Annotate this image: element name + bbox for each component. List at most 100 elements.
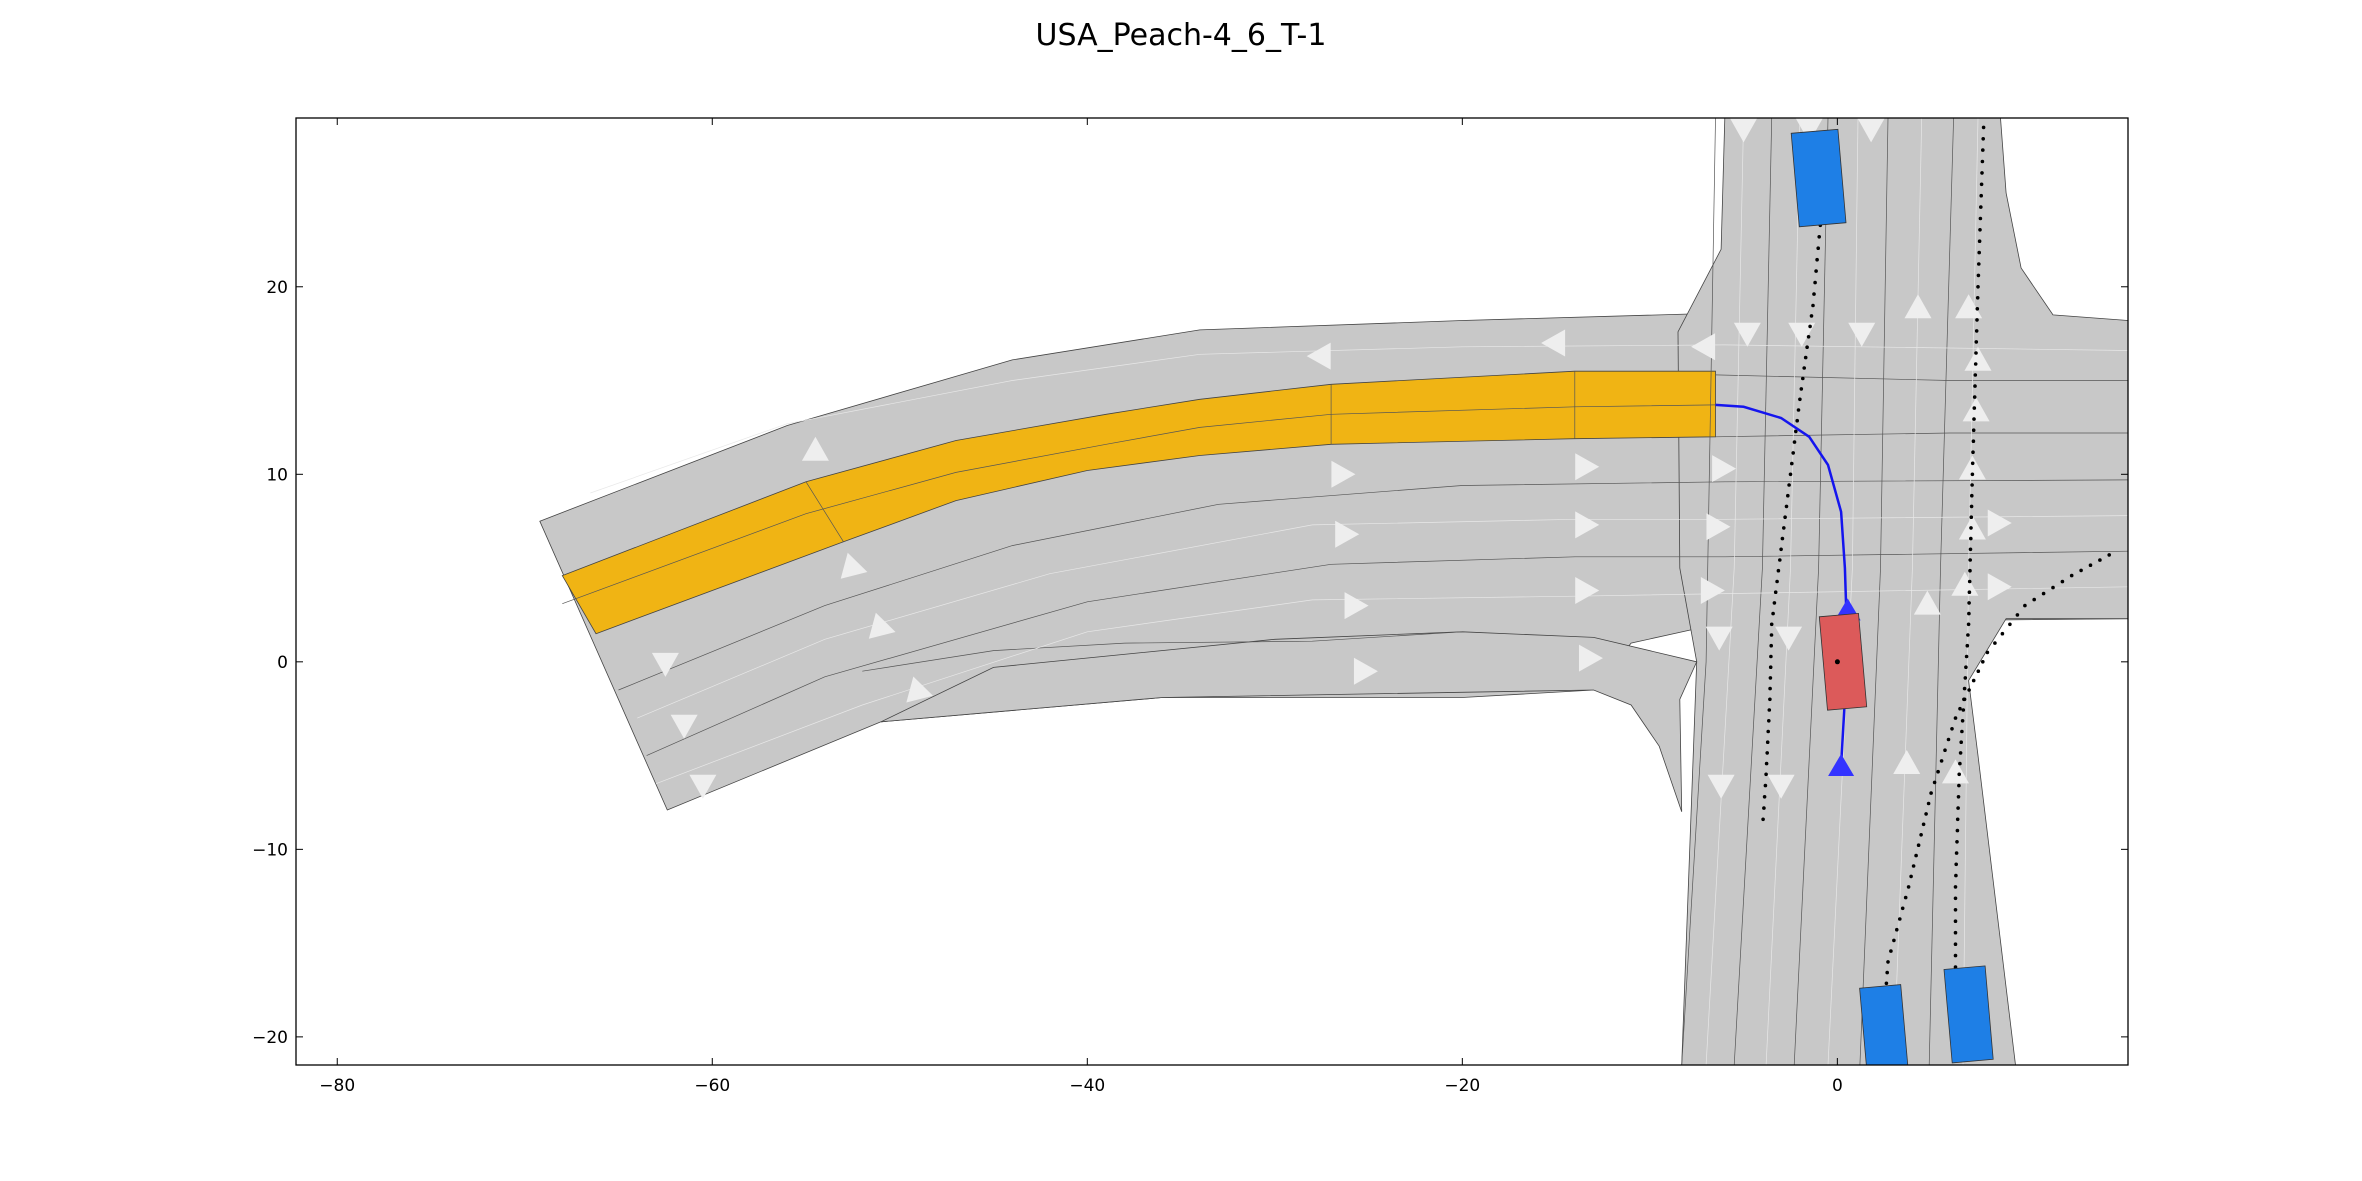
trajectory-dot: [1953, 896, 1958, 901]
trajectory-dot: [1968, 558, 1972, 562]
trajectory-dot: [1802, 366, 1806, 370]
trajectory-dot: [1772, 601, 1777, 605]
trajectory-dot: [1895, 927, 1899, 932]
lane-separator: [862, 631, 1463, 672]
dotted-paths: [1761, 125, 2111, 1028]
trajectory-dot: [1967, 601, 1971, 605]
lane-centerline: [655, 586, 2128, 785]
trajectory-dot: [2060, 579, 2065, 584]
trajectory-dot: [1814, 269, 1818, 273]
trajectory-dot: [1977, 250, 1981, 255]
trajectory-dot: [1960, 719, 1965, 723]
trajectory-dot: [1903, 895, 1908, 900]
trajectory-dot: [1956, 795, 1961, 799]
trajectory-dot: [1783, 515, 1787, 519]
trajectory-dot: [1909, 874, 1913, 879]
trajectory-dot: [1969, 526, 1973, 530]
direction-arrow: [651, 652, 679, 677]
direction-arrow: [1706, 513, 1731, 541]
trajectory-dot: [2015, 613, 2020, 617]
x-tick-label: −20: [1444, 1076, 1480, 1096]
trajectory-dot: [1979, 193, 1983, 198]
trajectory-dot: [1975, 296, 1980, 300]
trajectory-dot: [1898, 917, 1902, 921]
direction-arrow: [1331, 460, 1356, 488]
direction-arrow: [1964, 346, 1992, 371]
trajectory-dot: [1972, 395, 1977, 399]
direction-arrow: [1344, 592, 1369, 620]
ego-center-dot: [1834, 659, 1840, 665]
lane-separator: [1859, 118, 1889, 1065]
trajectory-dot: [1954, 862, 1958, 867]
trajectory-dot: [1979, 182, 1984, 187]
trajectory-dot: [2051, 585, 2055, 590]
trajectory-dot: [1808, 324, 1812, 329]
trajectory-dot: [1953, 908, 1958, 912]
trajectory-dot: [1953, 919, 1958, 923]
trajectory-dot: [1784, 504, 1789, 509]
lane-separators: [562, 118, 2128, 1065]
trajectory-dot: [1886, 960, 1890, 964]
lane-separator: [646, 550, 2128, 756]
trajectory-dot: [1967, 611, 1971, 616]
y-tick-label: 10: [266, 465, 288, 485]
road-surface-south-bay: [880, 631, 1698, 812]
trajectory-dot: [1955, 828, 1960, 833]
trajectory-dot: [1958, 751, 1963, 755]
axes-frame: [295, 117, 2129, 1066]
trajectory-dot: [1806, 335, 1811, 339]
trajectory-dot: [1776, 568, 1781, 573]
trajectory-dot: [1953, 930, 1958, 935]
trajectory-dot: [1961, 708, 1966, 712]
x-tick-label: −40: [1069, 1076, 1105, 1096]
trajectory-dot: [1978, 228, 1982, 232]
trajectory-dot: [1799, 387, 1804, 391]
trajectory-dot: [1953, 953, 1958, 958]
trajectory-dot: [1936, 769, 1940, 774]
direction-arrow: [1955, 294, 1983, 319]
trajectory-dot: [1805, 345, 1809, 350]
trajectory-dot: [1769, 643, 1773, 648]
lane-centerline: [590, 344, 2128, 494]
direction-arrow: [1575, 577, 1600, 605]
trajectory-dot: [1963, 676, 1968, 680]
direction-arrow: [1541, 329, 1566, 357]
obstacle-south: [1859, 984, 1909, 1065]
trajectory-dot: [1967, 590, 1972, 594]
trajectory-dot: [1771, 611, 1775, 616]
direction-arrow: [1987, 573, 2012, 601]
trajectory-dot: [1768, 686, 1772, 691]
trajectory-dot: [1792, 440, 1797, 444]
trajectory-dot: [1813, 280, 1817, 285]
trajectory-dot: [1778, 558, 1782, 562]
x-tick-label: 0: [1832, 1076, 1843, 1096]
trajectory-dot: [1926, 801, 1931, 806]
map-layer: [539, 118, 2128, 1065]
obstacle-north: [1790, 128, 1847, 228]
trajectory-dot: [1977, 262, 1981, 266]
trajectory-dot: [1884, 981, 1889, 986]
trajectory-dot: [1769, 633, 1774, 637]
trajectory-dot: [1803, 355, 1808, 360]
trajectory-dot: [1916, 843, 1921, 847]
trajectory-dot: [1971, 450, 1975, 455]
direction-arrow: [670, 714, 698, 739]
trajectory-dot: [1969, 515, 1974, 519]
direction-arrow: [868, 612, 896, 639]
trajectory-dot: [1924, 812, 1928, 816]
trajectory-dot: [1993, 641, 1997, 645]
direction-arrow: [906, 676, 934, 703]
trajectory-dot: [1812, 292, 1816, 296]
trajectory-dot: [1972, 417, 1976, 421]
trajectory-dot: [1970, 493, 1974, 498]
trajectory-dot: [1953, 716, 1958, 720]
lane-centerline: [1893, 118, 1923, 1065]
trajectory-dot: [1972, 406, 1977, 410]
trajectory-dot: [1929, 791, 1933, 795]
trajectory-dot: [1957, 772, 1961, 777]
trajectory-dot: [2041, 591, 2046, 596]
trajectory-dot: [1954, 851, 1959, 855]
trajectory-dot: [1968, 547, 1973, 552]
trajectory-dot: [1959, 740, 1963, 744]
direction-arrow: [1848, 322, 1876, 347]
